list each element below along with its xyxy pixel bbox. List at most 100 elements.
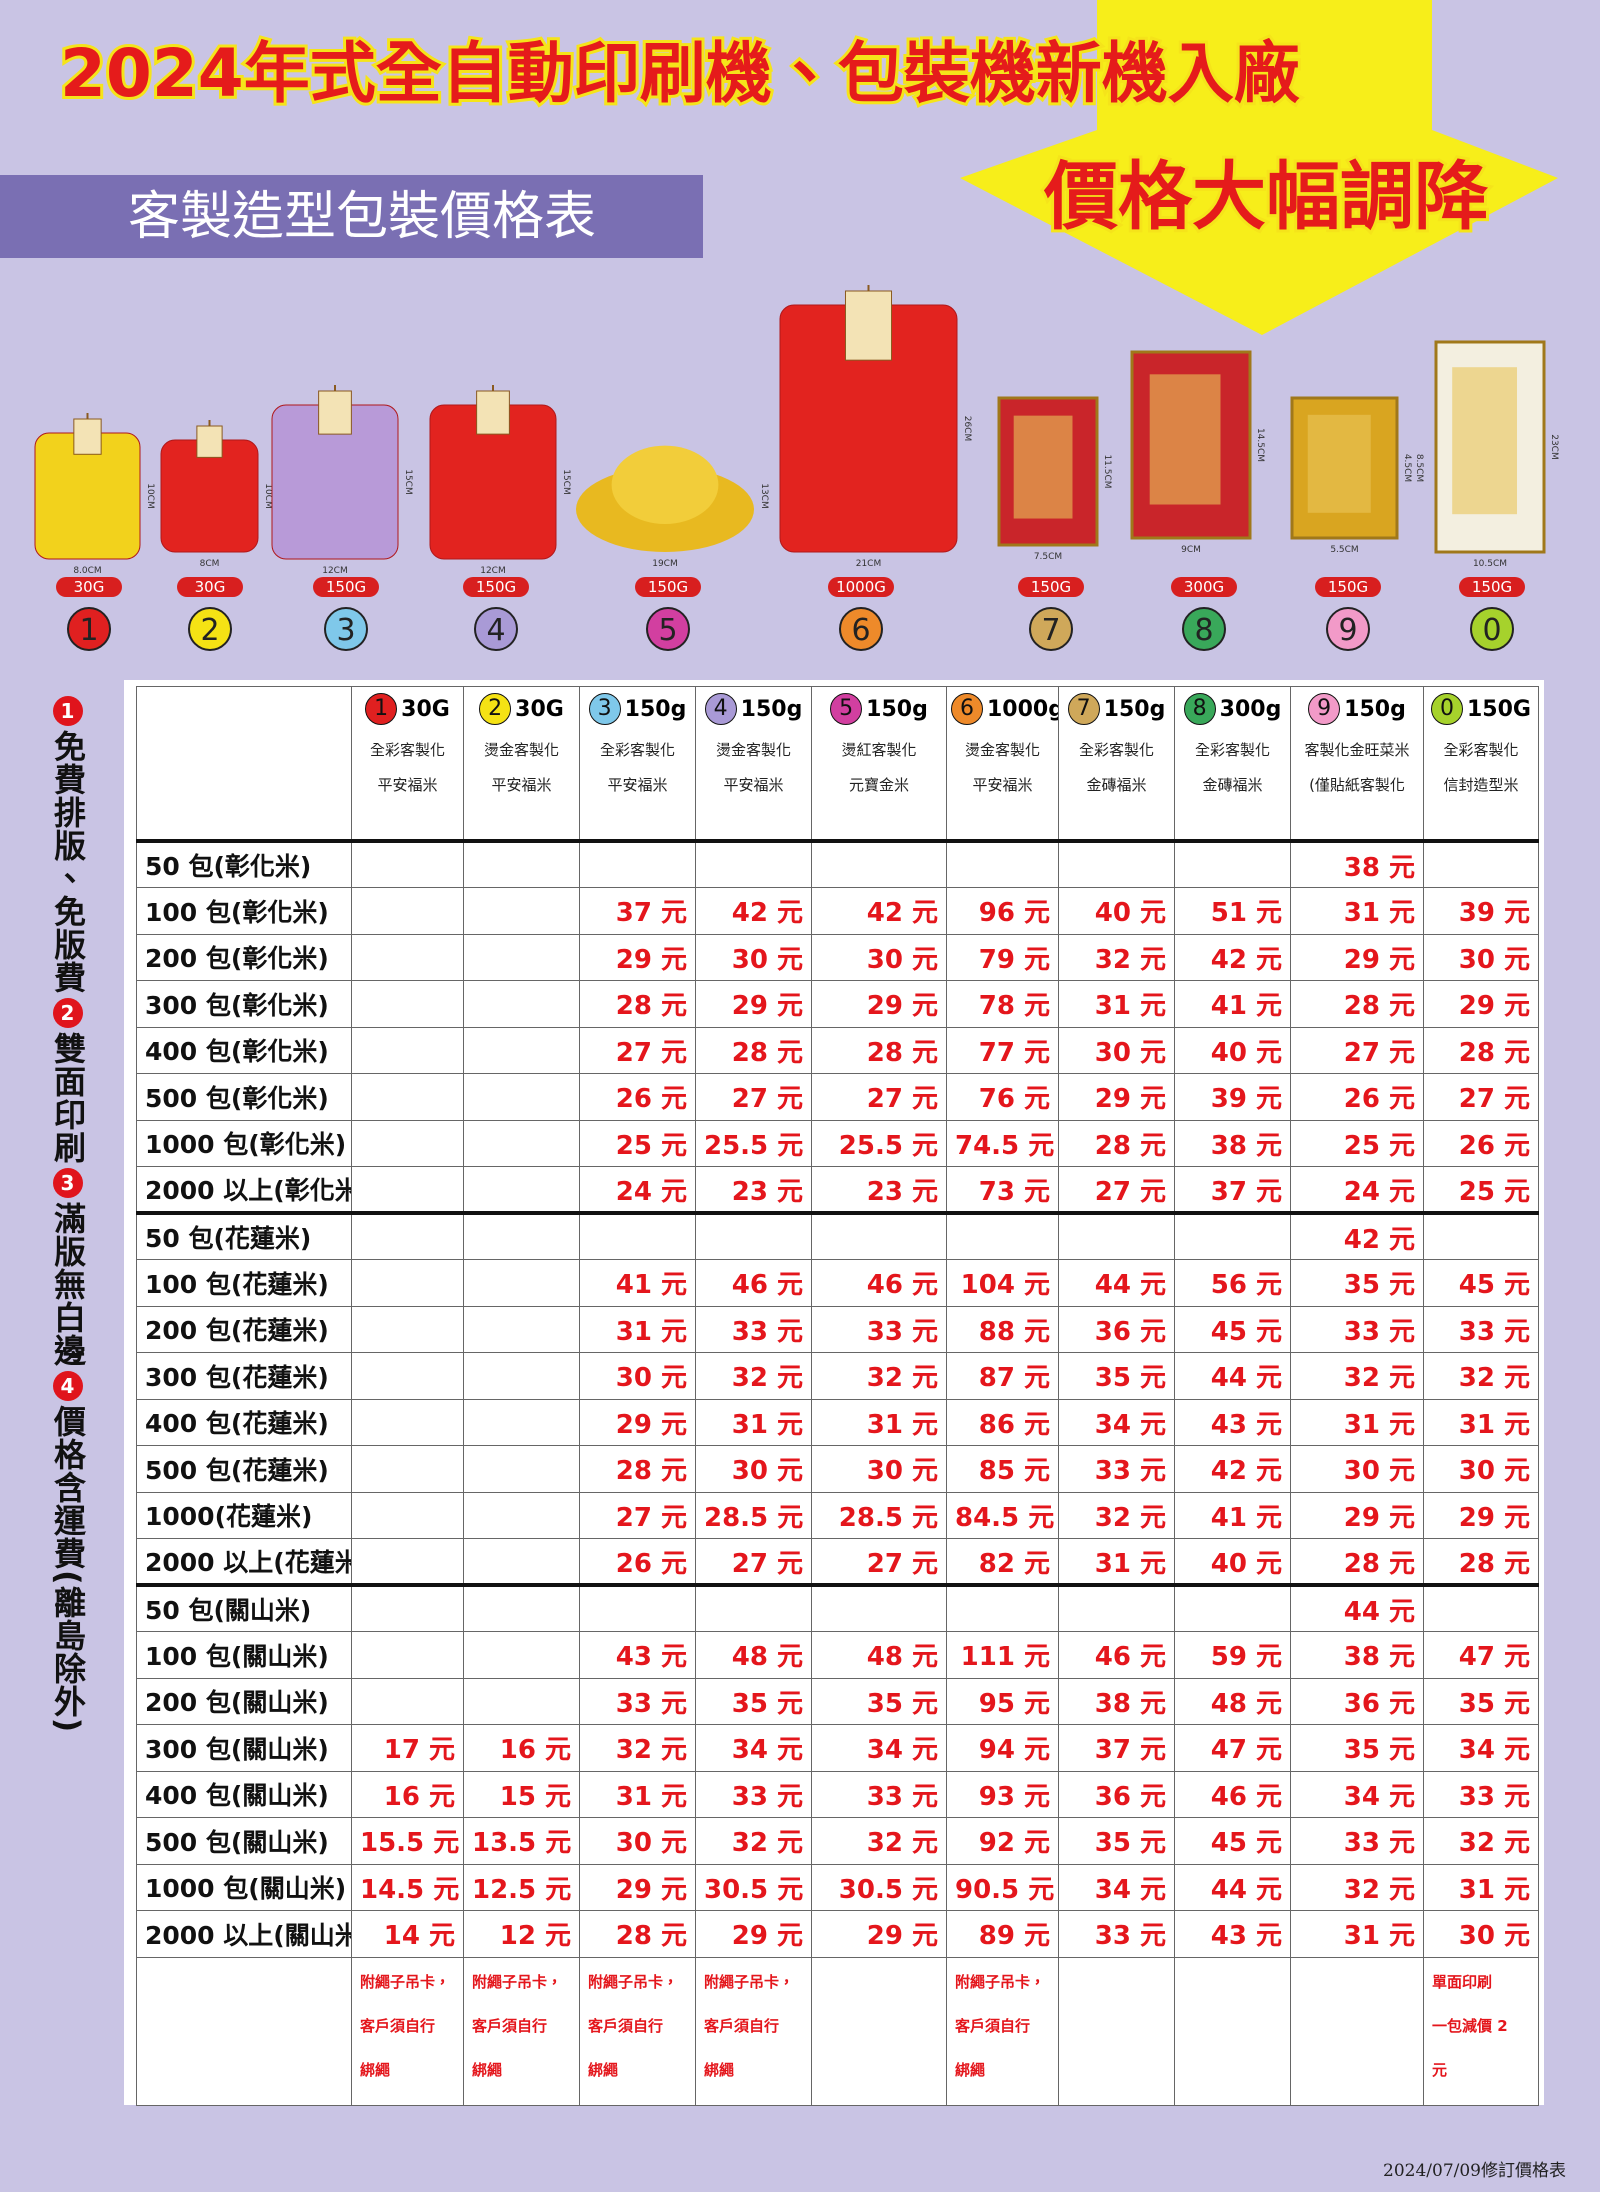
price: 34 元: [1458, 1735, 1530, 1766]
price-cell: 23 元: [811, 1166, 947, 1214]
price-cell: 26 元: [1423, 1119, 1539, 1167]
price: 35 元: [1094, 1828, 1166, 1859]
product-number: 1: [79, 613, 98, 648]
price-cell: 37 元: [1174, 1166, 1291, 1214]
price: 48 元: [1210, 1688, 1282, 1719]
price-cell: [811, 1583, 947, 1632]
price-cell: 12 元: [463, 1910, 580, 1958]
price-cell: 33 元: [1058, 1445, 1175, 1493]
price-cell: 28 元: [1290, 1538, 1424, 1586]
price-cell: 96 元: [946, 887, 1059, 935]
price-cell: 14 元: [351, 1910, 464, 1958]
price-cell: 31 元: [1423, 1398, 1539, 1446]
price: 47 元: [1210, 1735, 1282, 1766]
price: 30 元: [1458, 1921, 1530, 1952]
price-cell: 29 元: [1423, 980, 1539, 1028]
price-cell: 29 元: [1423, 1491, 1539, 1539]
price-cell: 51 元: [1174, 887, 1291, 935]
price-cell: 45 元: [1174, 1305, 1291, 1353]
column-header: 1 30G 全彩客製化 平安福米: [351, 686, 464, 842]
row-label-cell: 400 包(花蓮米): [136, 1398, 352, 1446]
notes-label-cell: [136, 1956, 352, 2106]
price-cell: 42 元: [1174, 933, 1291, 981]
price-cell: [695, 1211, 812, 1260]
price: 33 元: [1094, 1921, 1166, 1952]
price: 39 元: [1458, 898, 1530, 929]
weight-pill: [1018, 577, 1084, 597]
price: 43 元: [1210, 1921, 1282, 1952]
price: 88 元: [978, 1316, 1050, 1347]
price-cell: 95 元: [946, 1677, 1059, 1725]
price-cell: 41 元: [1174, 980, 1291, 1028]
price-cell: [1174, 1211, 1291, 1260]
price-cell: 32 元: [695, 1817, 812, 1865]
price-cell: 30.5 元: [695, 1863, 812, 1911]
row-label-cell: 500 包(花蓮米): [136, 1445, 352, 1493]
price: 48 元: [866, 1642, 938, 1673]
price-cell: 27 元: [695, 1538, 812, 1586]
price-cell: 27 元: [811, 1538, 947, 1586]
product-tag: [476, 390, 510, 435]
price-cell: 32 元: [579, 1724, 696, 1772]
row-label: 50 包(關山米): [145, 1596, 312, 1625]
price: 35 元: [1343, 1735, 1415, 1766]
price: 44 元: [1210, 1363, 1282, 1394]
price: 35 元: [731, 1688, 803, 1719]
price: 31 元: [615, 1781, 687, 1812]
price-row: 50 包(彰化米) 38 元: [136, 840, 1539, 888]
price: 43 元: [1210, 1409, 1282, 1440]
price-row: 300 包(花蓮米) 30 元 32 元 32 元 87 元 35 元 44 元 32 元 32…: [136, 1352, 1539, 1400]
product-number: 3: [336, 613, 355, 648]
price-cell: [1058, 1211, 1175, 1260]
price-cell: [351, 1445, 464, 1493]
price: 32 元: [1458, 1828, 1530, 1859]
price: 37 元: [615, 898, 687, 929]
number-circle: [839, 607, 883, 651]
column-product: 平安福米: [491, 776, 552, 794]
price-cell: 87 元: [946, 1352, 1059, 1400]
price: 17 元: [383, 1735, 455, 1766]
price: 87 元: [978, 1363, 1050, 1394]
price-cell: 32 元: [1423, 1352, 1539, 1400]
price-cell: 31 元: [1058, 980, 1175, 1028]
price-cell: 34 元: [1058, 1863, 1175, 1911]
price-cell: 31 元: [1290, 1910, 1424, 1958]
note-line: 客戶須自行: [360, 2016, 436, 2035]
price-cell: [463, 1211, 580, 1260]
row-label: 500 包(關山米): [145, 1827, 329, 1857]
revision-date: 2024/07/09修訂價格表: [1383, 2161, 1566, 2181]
price-cell: 44 元: [1058, 1259, 1175, 1307]
notes-row: 附繩子吊卡， 客戶須自行 綁繩 附繩子吊卡， 客戶須自行 綁繩 附繩子吊卡， 客戶須自行 綁繩附…: [136, 1956, 1539, 2106]
price: 30 元: [615, 1828, 687, 1859]
price-cell: 35 元: [1290, 1259, 1424, 1307]
weight-pill: [1459, 577, 1525, 597]
column-header: 7 150g 全彩客製化 金磚福米: [1058, 686, 1175, 842]
price: 25 元: [1458, 1176, 1530, 1207]
price: 40 元: [1210, 1548, 1282, 1579]
price-cell: 31 元: [579, 1770, 696, 1818]
price-cell: [351, 1398, 464, 1446]
price: 30 元: [1094, 1037, 1166, 1068]
price: 33 元: [1458, 1781, 1530, 1812]
column-product: 金磚福米: [1086, 776, 1147, 794]
price: 25.5 元: [704, 1130, 804, 1161]
price-cell: 85 元: [946, 1445, 1059, 1493]
row-label: 400 包(花蓮米): [145, 1409, 329, 1439]
weight-pill: [463, 577, 529, 597]
price: 45 元: [1210, 1316, 1282, 1347]
price-row: 400 包(關山米) 16 元 15 元 31 元 33 元 33 元 93 元 36 元 46…: [136, 1770, 1539, 1818]
column-type: 燙金客製化: [715, 741, 791, 759]
price-cell: 29 元: [579, 1398, 696, 1446]
price-cell: 32 元: [695, 1352, 812, 1400]
price-cell: 45 元: [1174, 1817, 1291, 1865]
column-number: 6: [951, 693, 983, 725]
price-cell: 34 元: [695, 1724, 812, 1772]
weight-label: 150G: [1472, 578, 1512, 596]
note-line: 綁繩: [704, 2060, 735, 2079]
row-label-cell: 2000 以上(關山米): [136, 1910, 352, 1958]
price-cell: 26 元: [579, 1073, 696, 1121]
note-cell: 附繩子吊卡， 客戶須自行 綁繩: [579, 1956, 696, 2106]
price: 28.5 元: [838, 1502, 938, 1533]
row-label-cell: 500 包(彰化米): [136, 1073, 352, 1121]
price-cell: 27 元: [1058, 1166, 1175, 1214]
